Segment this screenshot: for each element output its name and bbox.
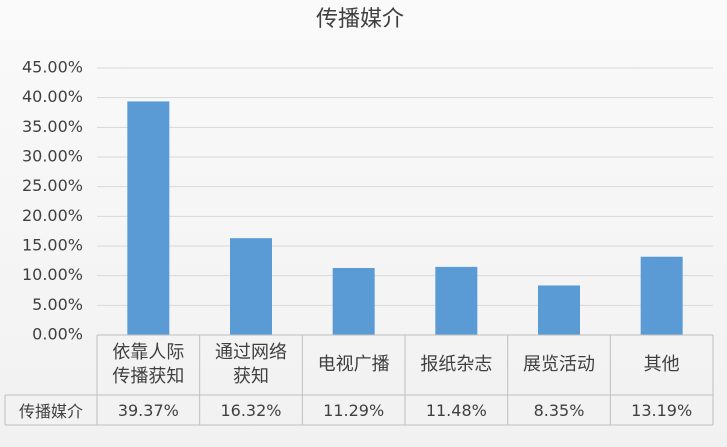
x-tick-label: 报纸杂志: [420, 354, 493, 375]
y-tick-label: 45.00%: [22, 58, 83, 77]
x-tick-label: 依靠人际传播获知: [112, 342, 185, 387]
y-tick-label: 15.00%: [22, 236, 83, 255]
data-table-value: 39.37%: [117, 400, 179, 420]
data-table-value: 16.32%: [220, 400, 282, 420]
data-table-value: 13.19%: [631, 400, 693, 420]
bar: [640, 256, 683, 335]
x-tick-label: 展览活动: [522, 354, 595, 375]
data-table-value: 8.35%: [533, 400, 585, 420]
chart-title: 传播媒介: [316, 7, 404, 32]
bar: [230, 238, 272, 335]
y-tick-label: 30.00%: [22, 147, 83, 166]
bar: [538, 285, 580, 335]
bar: [332, 268, 375, 335]
y-tick-label: 40.00%: [22, 87, 83, 106]
y-tick-label: 25.00%: [22, 176, 83, 195]
data-table-value: 11.29%: [323, 400, 385, 420]
x-tick-label: 电视广播: [317, 354, 390, 375]
data-table-value: 11.48%: [425, 400, 487, 420]
y-tick-label: 5.00%: [32, 295, 83, 314]
bar: [435, 266, 478, 335]
bar: [127, 101, 170, 335]
y-tick-label: 0.00%: [32, 325, 83, 344]
y-tick-label: 10.00%: [22, 265, 83, 284]
legend-label: 传播媒介: [18, 402, 83, 421]
y-tick-label: 20.00%: [22, 206, 83, 225]
y-tick-label: 35.00%: [22, 117, 83, 136]
x-tick-label: 通过网络获知: [214, 342, 287, 387]
x-tick-label: 其他: [643, 354, 680, 375]
